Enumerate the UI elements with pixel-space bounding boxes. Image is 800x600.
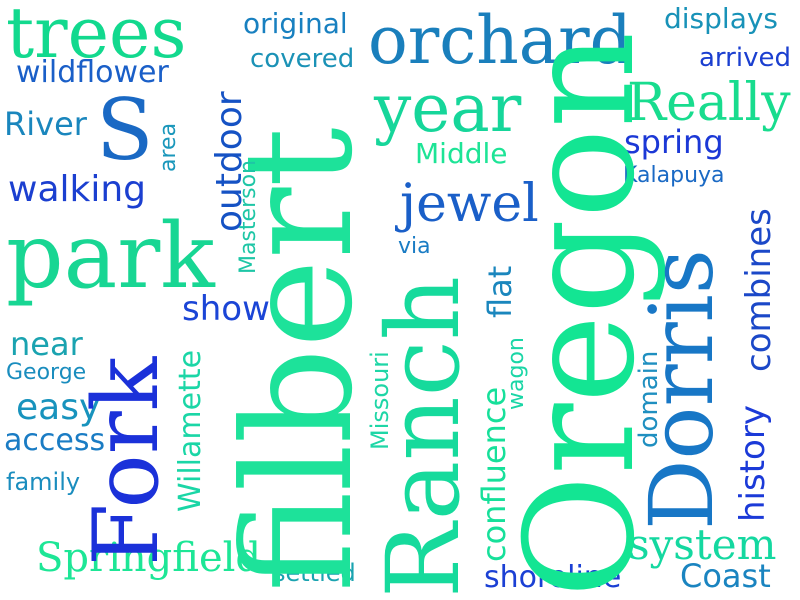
word-george: George bbox=[6, 360, 87, 385]
word-original: original bbox=[243, 7, 348, 40]
word-displays: displays bbox=[664, 2, 779, 35]
word-arrived: arrived bbox=[699, 43, 791, 73]
word-confluence: confluence bbox=[475, 386, 513, 562]
word-show: show bbox=[182, 289, 270, 329]
word-springfield: Springfield bbox=[36, 535, 262, 581]
word-via: via bbox=[398, 234, 431, 259]
word-wagon: wagon bbox=[504, 337, 529, 410]
word-s: S bbox=[96, 81, 154, 179]
word-fork: Fork bbox=[74, 356, 179, 566]
word-family: family bbox=[6, 468, 81, 496]
word-access: access bbox=[4, 423, 106, 458]
word-masterson: Masterson bbox=[236, 160, 261, 274]
word-jewel: jewel bbox=[400, 174, 539, 234]
word-shoreline: shoreline bbox=[484, 560, 622, 595]
word-year: year bbox=[374, 70, 522, 147]
word-settled: settled bbox=[273, 559, 356, 587]
word-orchard: orchard bbox=[368, 2, 632, 79]
word-spring: spring bbox=[624, 123, 724, 161]
word-willamette: Willamette bbox=[173, 349, 208, 512]
word-middle: Middle bbox=[415, 137, 508, 170]
word-coast: Coast bbox=[680, 557, 771, 595]
word-covered: covered bbox=[250, 44, 355, 74]
word-really: Really bbox=[627, 73, 791, 133]
word-area: area bbox=[156, 122, 181, 172]
word-trees: trees bbox=[6, 0, 187, 74]
word-near: near bbox=[10, 325, 83, 363]
word-river: River bbox=[4, 105, 87, 143]
word-combines: combines bbox=[739, 208, 779, 372]
word-history: history bbox=[733, 405, 773, 522]
word-easy: easy bbox=[16, 387, 101, 428]
word-wildflower: wildflower bbox=[16, 55, 169, 90]
word-walking: walking bbox=[8, 169, 147, 210]
word-system: system bbox=[628, 520, 777, 569]
word-domain: domain bbox=[634, 350, 664, 448]
word-kalapuya: Kalapuya bbox=[623, 163, 725, 188]
word-park: park bbox=[6, 204, 215, 309]
word-missouri: Missouri bbox=[366, 351, 394, 450]
word-flat: flat bbox=[481, 265, 519, 318]
